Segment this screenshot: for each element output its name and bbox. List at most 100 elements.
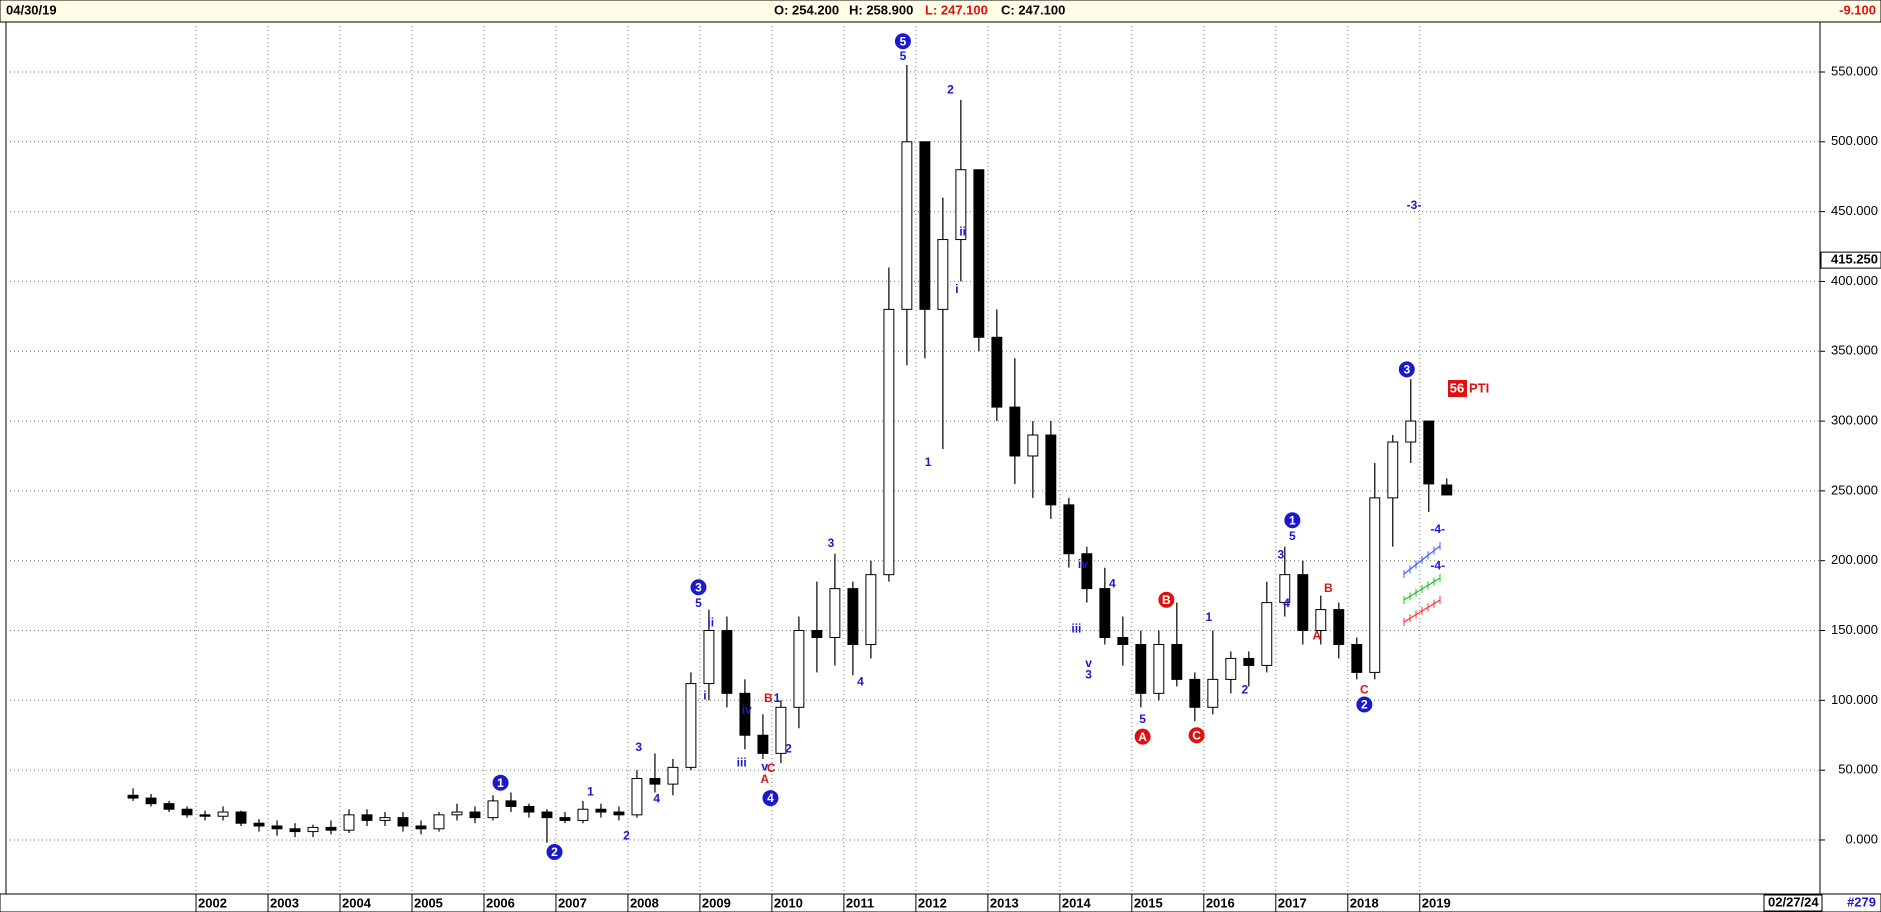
candle-body — [793, 630, 805, 708]
wave-label: -3- — [1407, 198, 1422, 212]
wave-label: 5 — [900, 49, 907, 63]
candle-body — [1351, 643, 1363, 673]
candle-body — [577, 808, 589, 821]
candle-body — [325, 826, 337, 831]
pti-score: 56 — [1450, 380, 1464, 395]
wave-label: 4 — [653, 792, 660, 806]
wave-label: iii — [737, 755, 747, 769]
candle-body — [955, 169, 967, 241]
candle-body — [505, 800, 517, 807]
wave-label: B — [1162, 593, 1171, 607]
x-tick-label: 2017 — [1278, 895, 1307, 910]
wave-label: 3 — [635, 740, 642, 754]
wave-label: 1 — [1289, 513, 1296, 527]
candle-body — [649, 778, 661, 785]
wave-label: 1 — [497, 776, 504, 790]
wave-label: i — [703, 688, 706, 702]
bar-count: #279 — [1847, 894, 1876, 909]
wave-label: 3 — [828, 536, 835, 550]
wave-label: C — [1360, 683, 1369, 697]
candle-body — [397, 817, 409, 827]
end-date: 02/27/24 — [1768, 894, 1819, 909]
candle-body — [847, 588, 859, 645]
wave-label: ii — [959, 225, 966, 239]
candle-body — [703, 630, 715, 685]
candle-body — [973, 169, 985, 338]
header-high: H: 258.900 — [849, 2, 913, 17]
wave-label: iv — [1078, 557, 1088, 571]
wave-label: 3 — [1277, 547, 1284, 561]
wave-label: C — [767, 761, 776, 775]
candle-body — [1045, 434, 1057, 506]
candle-body — [523, 805, 535, 813]
candle-body — [631, 778, 643, 816]
x-tick-label: 2015 — [1134, 895, 1163, 910]
x-tick-label: 2016 — [1206, 895, 1235, 910]
candle-body — [433, 814, 445, 830]
candle-body — [865, 574, 877, 645]
footer-bar — [0, 893, 1881, 912]
candle-body — [829, 588, 841, 638]
y-tick-label: 400.000 — [1831, 273, 1878, 288]
candle-body — [1171, 643, 1183, 680]
x-tick-label: 2008 — [630, 895, 659, 910]
wave-label: 1 — [925, 455, 932, 469]
wave-label: 4 — [857, 674, 864, 688]
candle-body — [1009, 406, 1021, 457]
wave-label: 5 — [900, 34, 907, 48]
candle-body — [1297, 574, 1309, 632]
x-tick-label: 2010 — [774, 895, 803, 910]
candle-body — [541, 811, 553, 819]
candle-body — [1279, 574, 1291, 604]
y-tick-label: 150.000 — [1831, 622, 1878, 637]
candle-body — [469, 811, 481, 819]
wave-label: 2 — [623, 829, 630, 843]
wave-label-circle — [762, 790, 779, 807]
candle-body — [883, 308, 895, 576]
candle-body — [343, 814, 355, 831]
header-low: L: 247.100 — [925, 2, 988, 17]
wave-label: B — [764, 691, 773, 705]
candle-body — [271, 825, 283, 830]
wave-label: -4- — [1430, 558, 1445, 572]
y-tick-label: 550.000 — [1831, 63, 1878, 78]
candle-body — [685, 683, 697, 768]
candle-body — [901, 141, 913, 310]
wave-label: ii — [707, 616, 714, 630]
candle-body — [757, 734, 769, 754]
x-tick-label: 2005 — [414, 895, 443, 910]
wave-label-circle — [690, 579, 707, 596]
wave-label: 2 — [947, 82, 954, 96]
candle-body — [181, 808, 193, 816]
candle-body — [1441, 484, 1453, 496]
wave-label: 1 — [1206, 610, 1213, 624]
wave-label: B — [1324, 581, 1333, 595]
candle-body — [127, 794, 139, 799]
candle-body — [145, 797, 157, 805]
wave-label: 5 — [1139, 712, 1146, 726]
x-tick-label: 2012 — [918, 895, 947, 910]
y-tick-label: 450.000 — [1831, 203, 1878, 218]
wave-label-circle — [1188, 727, 1205, 744]
header-date: 04/30/19 — [6, 2, 57, 17]
wave-label-circle — [1134, 728, 1151, 745]
x-tick-label: 2003 — [270, 895, 299, 910]
y-tick-label: 0.000 — [1845, 831, 1878, 846]
candle-body — [919, 141, 931, 310]
wave-label: A — [1138, 730, 1147, 744]
wave-label: A — [760, 772, 769, 786]
y-tick-label: 350.000 — [1831, 343, 1878, 358]
candle-body — [595, 808, 607, 813]
header-open: O: 254.200 — [774, 2, 839, 17]
candle-body — [991, 336, 1003, 408]
wave-label: 2 — [785, 741, 792, 755]
candle-body — [1063, 504, 1075, 555]
candle-body — [361, 814, 373, 821]
candle-body — [613, 811, 625, 816]
wave-label: 4 — [767, 791, 774, 805]
candle-body — [721, 630, 733, 694]
wave-label: 1 — [774, 691, 781, 705]
x-tick-label: 2002 — [198, 895, 227, 910]
candle-body — [1387, 441, 1399, 499]
candle-body — [1099, 588, 1111, 638]
